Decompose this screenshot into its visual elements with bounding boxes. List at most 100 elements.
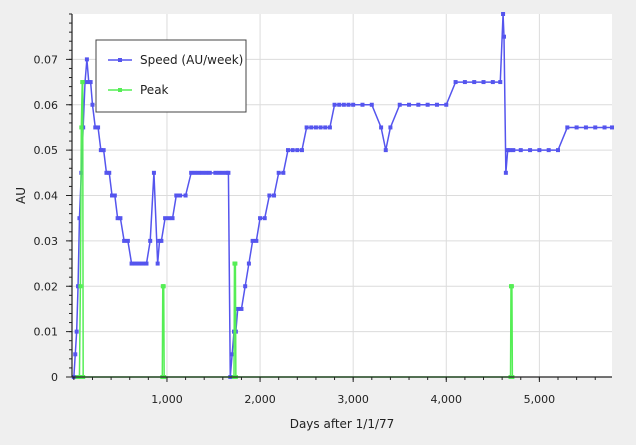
data-point	[140, 261, 145, 266]
y-tick-label: 0	[51, 371, 58, 384]
data-point	[295, 148, 300, 153]
data-point	[360, 102, 365, 107]
data-point	[79, 125, 84, 130]
data-point	[125, 238, 130, 243]
data-point	[112, 193, 117, 198]
data-point	[346, 102, 351, 107]
data-point	[337, 102, 342, 107]
data-point	[501, 12, 506, 16]
legend-marker	[118, 58, 122, 62]
x-tick-label: 3,000	[337, 393, 369, 406]
data-point	[272, 193, 277, 198]
data-point	[174, 193, 179, 198]
data-point	[332, 102, 337, 107]
data-point	[233, 261, 238, 266]
data-point	[341, 102, 346, 107]
data-point	[98, 148, 103, 153]
data-point	[304, 125, 309, 130]
data-point	[235, 306, 240, 311]
data-point	[556, 148, 560, 153]
data-point	[110, 193, 115, 198]
data-point	[379, 125, 384, 130]
data-point	[267, 193, 272, 198]
data-point	[129, 261, 134, 266]
ticks: 1,000 2,000 3,000 4,000 5,000 0 0.01 0.02 0.03 0.…	[34, 13, 596, 406]
data-point	[115, 216, 120, 221]
data-point	[192, 170, 197, 175]
y-tick-label: 0.07	[34, 53, 59, 66]
x-tick-label: 1,000	[151, 393, 183, 406]
data-point	[453, 80, 458, 85]
data-point	[462, 80, 467, 85]
legend-label: Peak	[140, 83, 169, 97]
data-point	[204, 170, 209, 175]
data-point	[96, 125, 101, 130]
data-point	[151, 170, 156, 175]
series-speed	[71, 12, 614, 379]
data-point	[83, 80, 88, 85]
data-point	[509, 284, 514, 289]
series-line	[77, 81, 514, 378]
data-point	[323, 125, 328, 130]
data-point	[213, 170, 218, 175]
data-point	[144, 261, 149, 266]
data-point	[258, 216, 263, 221]
data-point	[416, 102, 421, 107]
data-point	[163, 216, 168, 221]
data-point	[250, 238, 255, 243]
legend-marker	[118, 88, 122, 92]
data-point	[318, 125, 323, 130]
x-axis-label: Days after 1/1/77	[290, 417, 395, 431]
data-point	[118, 216, 123, 221]
data-point	[299, 148, 304, 153]
y-tick-label: 0.03	[34, 235, 59, 248]
data-point	[518, 148, 523, 153]
data-point	[148, 238, 153, 243]
data-point	[90, 102, 95, 107]
data-point	[183, 193, 188, 198]
data-point	[434, 102, 439, 107]
data-point	[166, 216, 171, 221]
data-point	[281, 170, 286, 175]
data-point	[481, 80, 486, 85]
y-tick-label: 0.02	[34, 280, 59, 293]
data-point	[189, 170, 194, 175]
data-point	[602, 125, 607, 130]
data-point	[76, 284, 81, 289]
data-point	[369, 102, 374, 107]
data-point	[490, 80, 495, 85]
data-point	[133, 261, 138, 266]
data-point	[286, 148, 290, 153]
data-point	[93, 125, 98, 130]
data-point	[407, 102, 412, 107]
data-point	[80, 80, 85, 85]
data-point	[217, 170, 222, 175]
data-point	[88, 80, 93, 85]
data-point	[137, 261, 142, 266]
data-point	[498, 80, 503, 85]
data-point	[290, 148, 295, 153]
data-point	[77, 216, 82, 221]
data-point	[502, 34, 506, 39]
legend-box	[95, 39, 247, 113]
data-point	[472, 80, 477, 85]
data-point	[207, 170, 212, 175]
data-point	[122, 238, 127, 243]
data-point	[425, 102, 430, 107]
data-point	[574, 125, 579, 130]
data-point	[254, 238, 259, 243]
data-point	[383, 148, 388, 153]
data-point	[528, 148, 533, 153]
data-point	[101, 148, 106, 153]
y-tick-label: 0.01	[34, 326, 59, 339]
data-point	[159, 238, 164, 243]
data-point	[583, 125, 588, 130]
data-point	[243, 284, 248, 289]
y-tick-label: 0.05	[34, 144, 59, 157]
data-point	[220, 170, 225, 175]
data-point	[107, 170, 112, 175]
data-point	[565, 125, 570, 130]
data-point	[230, 352, 235, 357]
